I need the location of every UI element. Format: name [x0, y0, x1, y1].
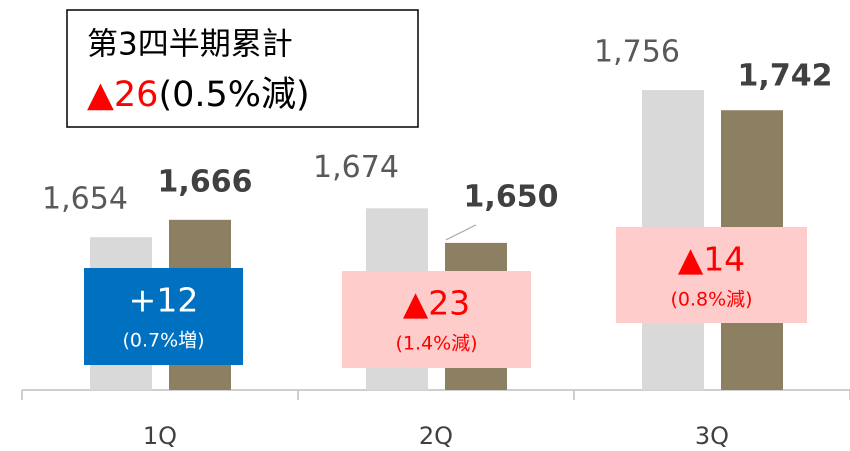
- change-value: ▲14: [678, 240, 745, 279]
- change-box: [342, 271, 531, 368]
- summary-change-pct: (0.5%減): [158, 75, 309, 115]
- summary-title: 第3四半期累計: [87, 27, 293, 63]
- change-pct: (1.4%減): [395, 333, 477, 355]
- change-value: +12: [129, 281, 199, 320]
- change-box: [616, 227, 807, 323]
- summary-box: [66, 9, 419, 128]
- change-pct: (0.8%減): [670, 289, 752, 311]
- data-label: 1,742: [738, 59, 833, 94]
- leader-line: [445, 224, 477, 241]
- x-tick-label: 3Q: [695, 422, 729, 450]
- data-label: 1,756: [594, 35, 680, 70]
- data-label: 1,674: [313, 150, 399, 185]
- data-label: 1,666: [158, 164, 253, 199]
- summary-change-value: ▲26: [87, 75, 158, 115]
- change-pct: (0.7%増): [122, 330, 204, 352]
- x-tick-label: 2Q: [419, 422, 453, 450]
- change-value: ▲23: [403, 284, 470, 323]
- change-box: [84, 268, 243, 365]
- data-label: 1,654: [42, 182, 128, 217]
- summary-change: ▲26(0.5%減): [87, 75, 310, 115]
- data-label: 1,650: [464, 179, 559, 214]
- x-tick-label: 1Q: [143, 422, 177, 450]
